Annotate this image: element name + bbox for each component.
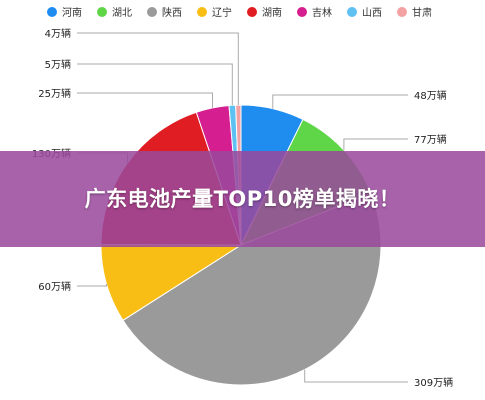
legend-swatch-5 [297,7,307,17]
slice-value-label-3: 60万辆 [38,280,71,293]
leader-line-3 [77,283,107,287]
legend-label-2: 陕西 [162,6,182,19]
slice-value-label-6: 5万辆 [45,58,71,71]
leader-line-5 [77,92,213,108]
slice-value-label-0: 48万辆 [414,89,447,102]
slice-value-label-7: 4万辆 [45,27,71,40]
legend-swatch-6 [347,7,357,17]
leader-line-7 [77,32,239,105]
legend-label-1: 湖北 [112,7,132,19]
leader-line-0 [272,94,408,109]
slice-value-label-2: 309万辆 [414,376,453,389]
title-banner: 广东电池产量TOP10榜单揭晓！ [0,151,485,247]
legend-label-3: 辽宁 [212,6,232,19]
legend-swatch-3 [197,7,207,17]
legend-swatch-0 [47,7,57,17]
banner-title: 广东电池产量TOP10榜单揭晓！ [84,187,401,211]
legend-swatch-2 [147,7,157,17]
slice-labels: 48万辆77万辆309万辆60万辆130万辆25万辆5万辆4万辆 [32,27,453,389]
slice-value-label-1: 77万辆 [414,133,447,146]
legend-swatch-1 [97,7,107,17]
leader-line-1 [343,138,408,151]
leader-line-6 [77,63,233,106]
legend-label-4: 湖南 [262,6,282,19]
legend-label-0: 河南 [62,6,82,19]
chart-legend: 河南 湖北 陕西 辽宁 湖南 吉林 山西 甘肃 [47,6,432,19]
legend-label-7: 甘肃 [412,6,432,19]
legend-label-5: 吉林 [312,6,332,19]
slice-value-label-5: 25万辆 [38,87,71,100]
leader-line-2 [304,369,408,383]
legend-label-6: 山西 [362,7,382,19]
legend-swatch-7 [397,7,407,17]
legend-swatch-4 [247,7,257,17]
